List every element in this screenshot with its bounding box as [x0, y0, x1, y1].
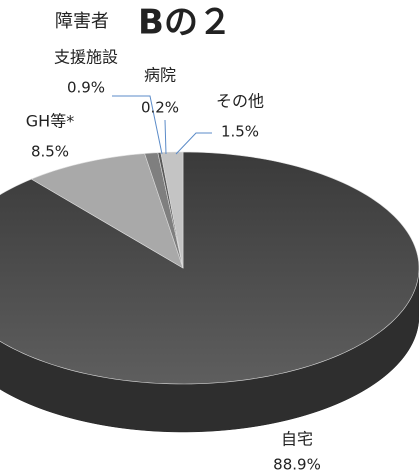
value-label: 88.9% — [273, 456, 321, 474]
slice — [30, 153, 184, 269]
slice-label: その他 — [216, 92, 264, 111]
value-label: 0.2% — [141, 99, 179, 117]
slice-label: 支援施設 — [54, 48, 118, 67]
value-label: 1.5% — [221, 123, 259, 141]
chart-title: 障害者 — [55, 11, 109, 32]
pie — [0, 151, 419, 433]
leader-line — [164, 119, 167, 155]
slice-label: 病院 — [144, 66, 176, 85]
chart-title: Bの２ — [138, 3, 232, 43]
slice — [0, 151, 419, 385]
value-label: 0.9% — [67, 79, 105, 97]
slice-label: GH等* — [26, 112, 74, 131]
leader-lines — [112, 95, 212, 155]
value-label: 8.5% — [31, 143, 69, 161]
slice-label: 自宅 — [281, 430, 313, 449]
leader-line — [112, 95, 163, 155]
slice — [160, 151, 184, 269]
leader-line — [175, 132, 212, 155]
